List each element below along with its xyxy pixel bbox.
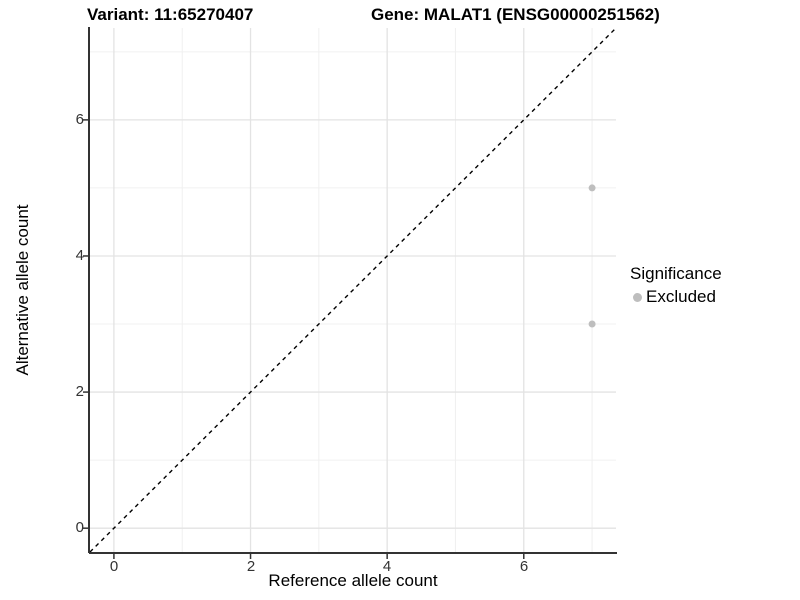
y-tick-label-4: 4	[75, 247, 84, 264]
x-tick-label-6: 6	[519, 558, 529, 575]
x-axis-title: Reference allele count	[268, 571, 438, 590]
y-axis-title: Alternative allele count	[13, 204, 32, 376]
legend-item-excluded: Excluded	[630, 287, 722, 307]
x-tick-label-2: 2	[246, 558, 256, 575]
legend-point-icon	[633, 292, 642, 302]
data-point	[588, 184, 596, 192]
plot-title-variant: Variant: 11:65270407	[87, 5, 254, 24]
data-point	[588, 320, 596, 328]
x-tick-label-4: 4	[382, 558, 392, 575]
x-tick-label-0: 0	[109, 558, 119, 575]
y-tick-label-0: 0	[75, 519, 84, 536]
legend: Significance Excluded	[630, 263, 722, 307]
y-tick-label-2: 2	[75, 383, 84, 400]
plot-title-gene: Gene: MALAT1 (ENSG00000251562)	[371, 5, 660, 24]
y-tick-label-6: 6	[75, 111, 84, 128]
legend-item-label: Excluded	[646, 287, 716, 306]
identity-line	[89, 27, 617, 553]
legend-title: Significance	[630, 264, 722, 283]
